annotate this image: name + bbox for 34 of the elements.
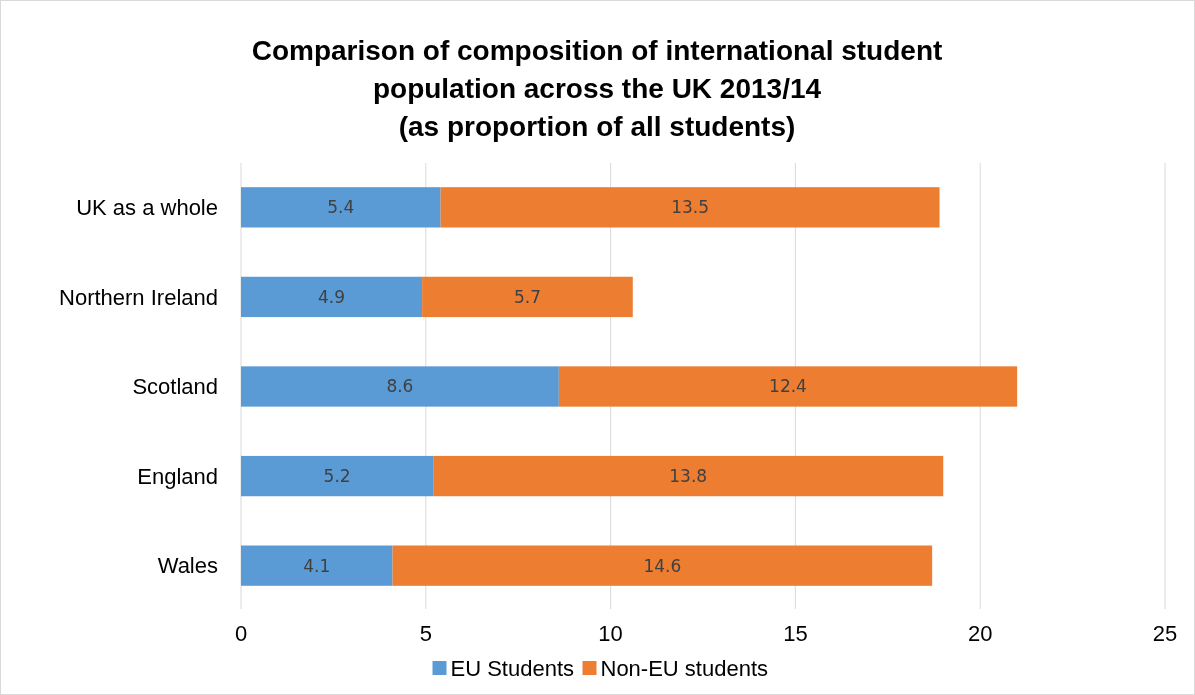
data-label: 13.8 [669, 466, 708, 487]
y-tick-label: England [137, 463, 218, 489]
bar [241, 545, 393, 586]
data-label: 8.6 [386, 376, 414, 397]
data-label: 5.7 [513, 286, 541, 307]
bar [433, 455, 944, 497]
bar [241, 366, 559, 407]
bar [241, 455, 434, 497]
data-label: 13.5 [671, 197, 709, 218]
data-label: 4.1 [303, 555, 331, 576]
y-tick-label: Wales [157, 553, 218, 579]
x-tick-label: 25 [1152, 620, 1178, 646]
bar [558, 366, 1018, 407]
x-tick-label: 10 [598, 620, 623, 646]
x-tick-label: 0 [234, 620, 248, 646]
x-tick-label: 5 [419, 620, 432, 646]
legend-label: EU Students [450, 655, 575, 681]
bar [241, 187, 441, 228]
y-tick-label: UK as a whole [76, 195, 218, 221]
data-label: 14.6 [643, 555, 682, 576]
bar [241, 276, 423, 318]
bar [440, 187, 940, 228]
y-tick-label: Scotland [132, 374, 218, 400]
data-label: 5.4 [327, 197, 355, 218]
x-tick-label: 15 [783, 620, 808, 646]
chart-title: Comparison of composition of international student population across the UK 2013/14 (as proportion of all students) [251, 34, 943, 142]
data-label: 4.9 [318, 286, 346, 307]
bar [422, 276, 633, 318]
x-tick-label: 20 [967, 620, 993, 646]
data-label: 12.4 [769, 376, 807, 397]
y-tick-label: Northern Ireland [59, 284, 218, 310]
data-label: 5.2 [323, 466, 351, 487]
legend-label: Non-EU students [600, 655, 769, 681]
bar [392, 545, 933, 586]
